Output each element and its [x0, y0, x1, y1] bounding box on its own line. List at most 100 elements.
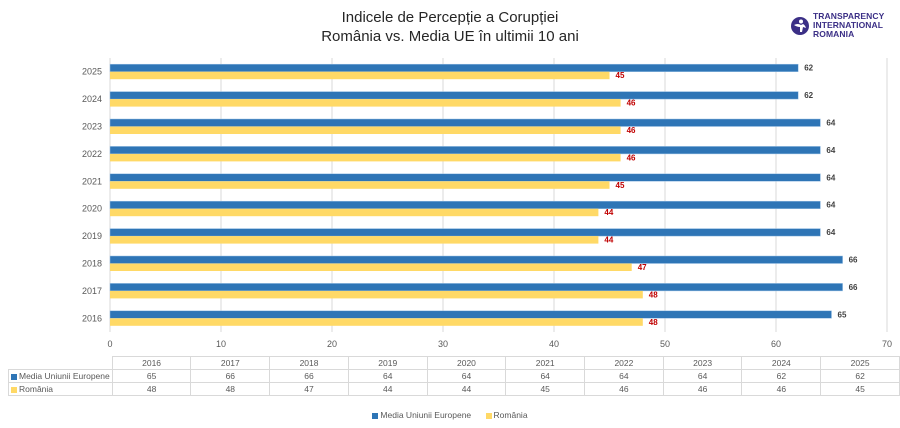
- row-label-text: Media Uniunii Europene: [19, 371, 110, 381]
- x-tick-label: 20: [327, 339, 337, 349]
- data-table-row-label: România: [8, 382, 113, 396]
- data-label-romania: 45: [616, 181, 625, 190]
- data-table-cell: 64: [584, 369, 664, 383]
- bar-eu: [109, 283, 843, 292]
- y-tick-label: 2024: [82, 94, 102, 104]
- bar-eu: [109, 63, 799, 72]
- chart-title: Indicele de Percepție a Corupției Români…: [0, 8, 900, 46]
- bar-romania: [110, 263, 632, 271]
- y-tick-label: 2016: [82, 313, 102, 323]
- data-table-col-header: 2021: [505, 356, 586, 370]
- data-table-row-eu: Media Uniunii Europene 65 66 66 64 64 64…: [8, 369, 900, 383]
- legend-swatch-romania: [11, 386, 17, 393]
- data-label-eu: 62: [804, 91, 813, 100]
- legend-swatch-eu: [11, 373, 17, 380]
- data-label-romania: 46: [627, 99, 636, 108]
- bar-eu: [109, 255, 843, 264]
- bar-eu: [109, 173, 821, 182]
- bar-romania: [110, 290, 643, 299]
- data-table-col-header: 2016: [111, 356, 192, 370]
- data-table-cell: 62: [820, 369, 900, 383]
- data-table-cell: 44: [347, 382, 428, 396]
- row-label-text: România: [19, 384, 54, 394]
- data-table-cell: 46: [584, 382, 664, 396]
- data-table-cell: 47: [269, 382, 349, 396]
- data-table-cell: 64: [347, 369, 428, 383]
- x-tick-label: 40: [549, 339, 559, 349]
- x-tick-label: 50: [660, 339, 670, 349]
- bar-romania: [110, 153, 621, 162]
- data-table-row-label: Media Uniunii Europene: [8, 369, 113, 383]
- x-tick-label: 0: [107, 339, 112, 349]
- data-label-eu: 65: [838, 310, 847, 319]
- data-label-eu: 64: [826, 173, 835, 182]
- chart-title-line1: Indicele de Percepție a Corupției: [341, 9, 559, 26]
- bar-romania: [110, 236, 599, 244]
- data-table-cell: 48: [111, 382, 192, 396]
- data-table-cell: 66: [269, 369, 349, 383]
- data-table-row-romania: România 48 48 47 44 44 45 46 46 46 45: [8, 382, 900, 396]
- data-table-col-header: 2020: [426, 356, 507, 370]
- bar-romania: [110, 318, 643, 326]
- legend-label: Media Uniunii Europene: [380, 410, 472, 420]
- data-table-col-header: 2017: [190, 356, 271, 370]
- data-table-col-header: 2023: [662, 356, 743, 370]
- data-label-eu: 66: [849, 256, 858, 265]
- data-table-col-header: 2025: [820, 356, 900, 370]
- data-label-romania: 48: [649, 318, 658, 327]
- y-tick-label: 2025: [82, 67, 102, 77]
- bar-chart: 0 10 20 30 40 50 60 70 2025 62 45 2024 62 46 2023 64 46 2…: [82, 58, 892, 349]
- data-label-romania: 44: [604, 208, 613, 217]
- data-table-cell: 65: [111, 369, 192, 383]
- data-table-cell: 46: [741, 382, 822, 396]
- y-tick-label: 2020: [82, 204, 102, 214]
- y-tick-label: 2022: [82, 149, 102, 159]
- data-table-corner: [8, 356, 113, 370]
- chart-title-line2: România vs. Media UE în ultimii 10 ani: [321, 28, 579, 45]
- data-label-eu: 64: [826, 146, 835, 155]
- x-tick-label: 70: [882, 339, 892, 349]
- y-tick-label: 2017: [82, 286, 102, 296]
- data-label-eu: 64: [826, 201, 835, 210]
- x-tick-label: 10: [216, 339, 226, 349]
- data-table-col-header: 2022: [584, 356, 664, 370]
- bar-eu: [109, 200, 821, 209]
- y-tick-label: 2019: [82, 231, 102, 241]
- data-table-cell: 64: [662, 369, 743, 383]
- bar-eu: [109, 146, 821, 155]
- data-table-col-header: 2018: [269, 356, 349, 370]
- data-label-romania: 44: [604, 236, 613, 245]
- data-table-cell: 45: [505, 382, 586, 396]
- data-table-cell: 44: [426, 382, 507, 396]
- chart-legend: Media Uniunii Europene România: [0, 410, 900, 420]
- data-label-eu: 64: [826, 119, 835, 128]
- data-table-cell: 64: [505, 369, 586, 383]
- data-table-cell: 45: [820, 382, 900, 396]
- bar-romania: [110, 126, 621, 134]
- data-table-col-header: 2019: [347, 356, 428, 370]
- data-table-col-header: 2024: [741, 356, 822, 370]
- data-label-romania: 47: [638, 263, 647, 272]
- y-tick-label: 2018: [82, 259, 102, 269]
- data-label-eu: 62: [804, 64, 813, 73]
- x-tick-label: 60: [771, 339, 781, 349]
- data-table: 2016 2017 2018 2019 2020 2021 2022 2023 …: [8, 356, 900, 396]
- bar-eu: [109, 91, 799, 100]
- y-tick-label: 2023: [82, 122, 102, 132]
- transparency-international-logo: TRANSPARENCY INTERNATIONAL ROMANIA: [790, 12, 884, 39]
- legend-swatch-romania: [485, 412, 492, 419]
- bar-eu: [109, 228, 821, 237]
- logo-line1: TRANSPARENCY: [813, 11, 885, 21]
- data-table-cell: 66: [190, 369, 271, 383]
- bar-eu: [109, 118, 821, 127]
- legend-swatch-eu: [372, 412, 379, 419]
- data-label-romania: 46: [627, 126, 636, 135]
- bar-romania: [110, 99, 621, 107]
- data-table-cell: 64: [426, 369, 507, 383]
- bar-eu: [109, 310, 832, 319]
- x-tick-label: 30: [438, 339, 448, 349]
- data-label-eu: 64: [826, 228, 835, 237]
- globe-figure-icon: [791, 16, 809, 35]
- logo-line2: INTERNATIONAL: [813, 20, 884, 30]
- bar-romania: [110, 208, 599, 217]
